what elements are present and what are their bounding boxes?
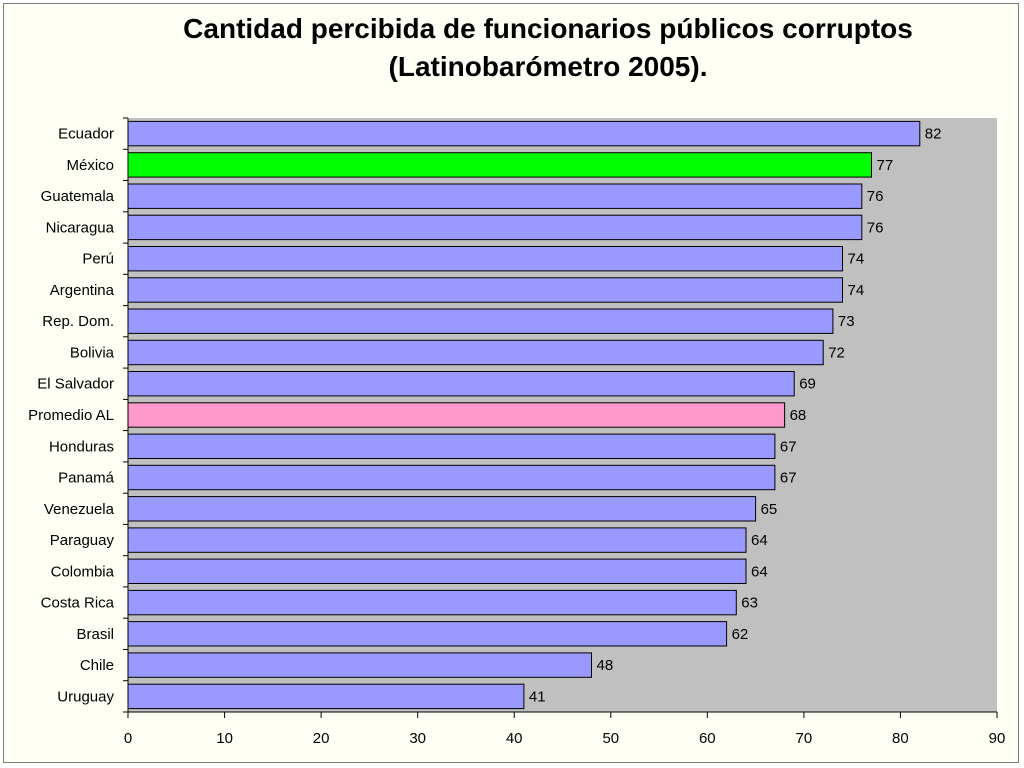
data-label: 67 [780, 470, 797, 487]
bar [127, 464, 776, 491]
data-label: 48 [597, 657, 614, 674]
data-label: 77 [877, 157, 894, 174]
bar [127, 433, 776, 460]
bar [127, 589, 737, 616]
bar [127, 246, 843, 272]
data-label: 76 [867, 219, 884, 236]
data-label: 67 [780, 438, 797, 455]
bar [127, 683, 525, 710]
data-label: 72 [828, 345, 845, 362]
x-tick-label: 20 [313, 730, 330, 747]
category-label: Ecuador [58, 126, 114, 143]
bar [127, 308, 834, 334]
category-label: Guatemala [41, 188, 115, 205]
x-tick-label: 80 [892, 730, 909, 747]
chart-subtitle: (Latinobarómetro 2005). [388, 51, 708, 82]
x-tick-label: 70 [796, 730, 813, 747]
axes-group: Ecuador México Guatemala Nicaragua Perú Argen… [28, 117, 1006, 747]
data-label: 65 [761, 501, 778, 518]
bar [127, 371, 795, 397]
bar [127, 214, 863, 241]
category-label: Nicaragua [46, 219, 115, 236]
data-label: 74 [848, 282, 865, 299]
data-label: 69 [799, 376, 816, 393]
category-label: Venezuela [44, 501, 115, 518]
x-tick-label: 90 [989, 730, 1006, 747]
data-label: 64 [751, 563, 768, 580]
category-label: Panamá [58, 470, 115, 487]
bar [127, 496, 757, 522]
data-label: 74 [848, 251, 865, 268]
data-label: 64 [751, 532, 768, 549]
category-label: Promedio AL [28, 407, 114, 424]
bar [127, 183, 863, 209]
category-label: Bolivia [70, 345, 115, 362]
category-label: Argentina [50, 282, 115, 299]
data-label: 76 [867, 188, 884, 205]
x-tick-label: 0 [124, 730, 132, 747]
bar [127, 120, 921, 147]
category-label: México [66, 157, 114, 174]
bar [127, 558, 747, 584]
category-label: Honduras [49, 438, 114, 455]
data-label: 82 [925, 126, 942, 143]
data-label: 63 [741, 595, 758, 612]
data-label: 62 [732, 626, 749, 643]
category-label: Colombia [51, 563, 115, 580]
bar [127, 402, 786, 428]
x-tick-label: 50 [602, 730, 619, 747]
bar [127, 652, 592, 678]
bar [127, 152, 872, 178]
chart-title: Cantidad percibida de funcionarios públi… [183, 13, 913, 44]
x-tick-label: 40 [506, 730, 523, 747]
category-label: Costa Rica [41, 595, 115, 612]
data-label: 68 [790, 407, 807, 424]
bar [127, 621, 728, 647]
category-label: Paraguay [50, 532, 115, 549]
category-label: El Salvador [37, 376, 114, 393]
category-label: Uruguay [57, 688, 114, 705]
bar [127, 339, 824, 366]
category-label: Perú [82, 251, 114, 268]
bar [127, 277, 843, 303]
x-tick-label: 10 [216, 730, 233, 747]
x-tick-label: 30 [409, 730, 426, 747]
category-label: Brasil [76, 626, 114, 643]
data-label: 73 [838, 313, 855, 330]
data-label: 41 [529, 688, 546, 705]
category-label: Rep. Dom. [42, 313, 114, 330]
category-label: Chile [80, 657, 114, 674]
x-tick-label: 60 [699, 730, 716, 747]
chart-title-block: Cantidad percibida de funcionarios públi… [0, 10, 1024, 86]
bar [127, 527, 747, 553]
